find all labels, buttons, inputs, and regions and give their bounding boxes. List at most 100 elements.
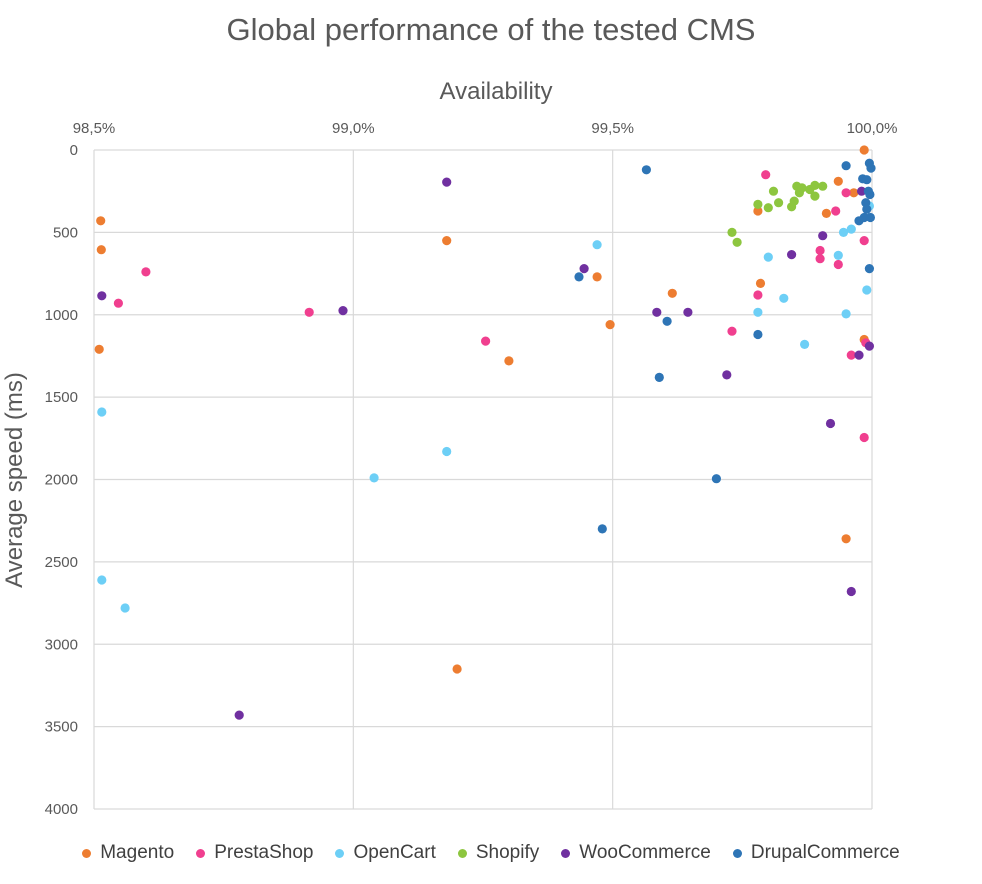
data-point-opencart — [838, 227, 849, 237]
data-point-prestashop — [833, 259, 843, 270]
data-point-magento — [96, 216, 106, 226]
data-point-prestashop — [304, 307, 314, 317]
y-tick-label: 4000 — [45, 801, 78, 818]
legend-marker — [335, 848, 345, 858]
data-point-prestashop — [831, 206, 841, 216]
legend-label: Magento — [100, 842, 175, 863]
data-point-drupalcommerce — [641, 165, 652, 175]
data-point-shopify — [774, 198, 784, 208]
data-point-woocommerce — [579, 264, 589, 274]
x-tick-label: 99,0% — [332, 120, 375, 137]
data-point-magento — [452, 664, 462, 674]
data-point-woocommerce — [683, 307, 693, 317]
legend-label: PrestaShop — [214, 842, 314, 863]
data-point-woocommerce — [97, 291, 107, 301]
data-point-opencart — [369, 473, 379, 483]
y-tick-label: 0 — [70, 142, 78, 159]
data-point-drupalcommerce — [841, 161, 851, 171]
data-point-opencart — [120, 603, 130, 613]
legend-label: WooCommerce — [579, 842, 711, 863]
data-point-shopify — [797, 183, 807, 193]
legend-item-drupalcommerce: DrupalCommerce — [732, 842, 900, 864]
data-point-opencart — [862, 285, 872, 295]
legend-label: DrupalCommerce — [750, 842, 900, 863]
data-point-magento — [859, 145, 869, 155]
data-point-magento — [833, 176, 843, 186]
data-point-magento — [504, 356, 514, 366]
data-point-shopify — [789, 196, 799, 206]
data-point-drupalcommerce — [866, 163, 876, 173]
legend-label: Shopify — [475, 842, 540, 863]
data-point-shopify — [768, 186, 779, 196]
y-tick-labels: 0 500 1000 1500 2000 2500 3000 3500 4000 — [45, 142, 78, 818]
data-point-drupalcommerce — [862, 204, 872, 214]
data-point-drupalcommerce — [864, 264, 875, 274]
x-tick-labels: 98,5% 99,0% 99,5% 100,0% — [73, 120, 898, 137]
data-point-magento — [821, 208, 832, 218]
x-tick-label: 100,0% — [847, 120, 898, 137]
data-point-woocommerce — [234, 710, 244, 720]
data-point-opencart — [592, 240, 602, 250]
data-point-woocommerce — [787, 250, 797, 260]
data-point-magento — [605, 320, 615, 330]
data-point-opencart — [753, 307, 763, 317]
legend-marker — [457, 848, 467, 858]
data-point-woocommerce — [338, 306, 348, 316]
data-point-drupalcommerce — [711, 474, 722, 484]
legend-item-shopify: Shopify — [457, 842, 540, 864]
data-point-shopify — [810, 180, 820, 190]
x-axis-title: Availability — [439, 78, 553, 105]
data-point-opencart — [841, 309, 851, 319]
data-point-magento — [94, 344, 104, 354]
data-point-woocommerce — [825, 418, 836, 429]
legend-label: OpenCart — [353, 842, 436, 863]
y-tick-label: 1500 — [45, 389, 78, 406]
data-point-woocommerce — [722, 370, 732, 380]
data-point-magento — [96, 245, 106, 255]
legend-item-magento: Magento — [82, 842, 174, 864]
data-point-drupalcommerce — [574, 272, 584, 282]
data-points — [94, 145, 876, 720]
data-point-woocommerce — [864, 341, 875, 351]
data-point-opencart — [779, 293, 789, 303]
data-point-prestashop — [815, 254, 825, 264]
data-point-drupalcommerce — [654, 372, 664, 382]
data-point-woocommerce — [652, 307, 662, 317]
data-point-magento — [753, 206, 763, 216]
data-point-shopify — [818, 181, 828, 191]
data-point-magento — [755, 278, 766, 288]
legend-item-prestashop: PrestaShop — [196, 842, 313, 864]
legend-item-woocommerce: WooCommerce — [561, 842, 711, 864]
data-point-shopify — [810, 191, 820, 201]
chart-title: Global performance of the tested CMS — [226, 12, 756, 47]
data-point-opencart — [97, 407, 107, 417]
data-point-prestashop — [859, 236, 869, 246]
legend-marker — [82, 848, 92, 858]
data-point-prestashop — [727, 326, 737, 336]
data-point-woocommerce — [854, 350, 864, 360]
data-point-prestashop — [846, 350, 856, 360]
data-point-prestashop — [753, 290, 763, 300]
data-point-magento — [667, 288, 677, 298]
data-point-opencart — [833, 250, 843, 260]
data-point-prestashop — [859, 432, 869, 443]
y-tick-label: 3500 — [45, 719, 78, 736]
y-tick-label: 2000 — [45, 472, 78, 489]
data-point-magento — [592, 272, 602, 282]
x-tick-label: 99,5% — [591, 120, 634, 137]
data-point-opencart — [800, 339, 810, 349]
data-point-shopify — [732, 237, 742, 247]
data-point-prestashop — [815, 245, 825, 256]
data-point-shopify — [753, 199, 763, 209]
x-tick-label: 98,5% — [73, 120, 116, 137]
data-point-drupalcommerce — [865, 212, 876, 223]
data-point-magento — [442, 236, 452, 246]
legend-marker — [732, 848, 742, 858]
data-point-prestashop — [841, 188, 851, 198]
data-point-opencart — [97, 575, 107, 585]
legend-marker — [561, 848, 571, 858]
data-point-magento — [849, 188, 859, 198]
data-point-prestashop — [141, 267, 151, 277]
data-point-magento — [841, 534, 851, 544]
data-point-opencart — [442, 446, 452, 457]
